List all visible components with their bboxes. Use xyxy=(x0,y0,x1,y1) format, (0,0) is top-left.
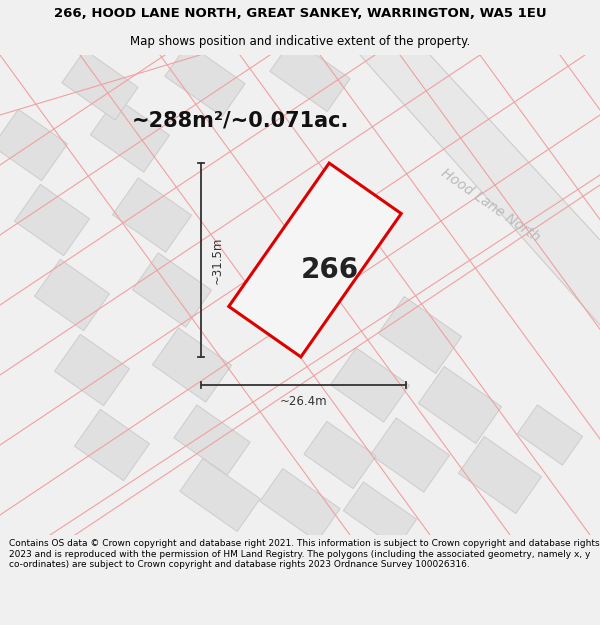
Polygon shape xyxy=(165,44,245,116)
Polygon shape xyxy=(418,366,502,444)
Text: Contains OS data © Crown copyright and database right 2021. This information is : Contains OS data © Crown copyright and d… xyxy=(9,539,599,569)
Polygon shape xyxy=(379,296,461,374)
Polygon shape xyxy=(133,253,212,327)
Text: ~31.5m: ~31.5m xyxy=(211,236,224,284)
Polygon shape xyxy=(14,184,89,256)
Polygon shape xyxy=(152,328,232,402)
Polygon shape xyxy=(270,39,350,111)
Text: 266: 266 xyxy=(301,256,359,284)
Text: 266, HOOD LANE NORTH, GREAT SANKEY, WARRINGTON, WA5 1EU: 266, HOOD LANE NORTH, GREAT SANKEY, WARR… xyxy=(53,8,547,20)
Polygon shape xyxy=(370,418,449,492)
Polygon shape xyxy=(112,178,191,252)
Text: Map shows position and indicative extent of the property.: Map shows position and indicative extent… xyxy=(130,35,470,48)
Polygon shape xyxy=(517,405,583,465)
Text: Hood Lane North: Hood Lane North xyxy=(438,166,542,244)
Text: ~26.4m: ~26.4m xyxy=(280,395,328,408)
Polygon shape xyxy=(260,469,340,541)
Polygon shape xyxy=(229,163,401,357)
Polygon shape xyxy=(360,55,600,325)
Polygon shape xyxy=(343,482,416,548)
Polygon shape xyxy=(55,334,130,406)
Polygon shape xyxy=(331,348,410,422)
Polygon shape xyxy=(180,459,260,531)
Polygon shape xyxy=(0,109,67,181)
Text: ~288m²/~0.071ac.: ~288m²/~0.071ac. xyxy=(131,110,349,130)
Polygon shape xyxy=(62,50,138,120)
Polygon shape xyxy=(304,421,376,489)
Polygon shape xyxy=(91,98,170,172)
Polygon shape xyxy=(458,436,542,514)
Polygon shape xyxy=(174,405,250,475)
Polygon shape xyxy=(74,409,149,481)
Polygon shape xyxy=(35,259,109,331)
